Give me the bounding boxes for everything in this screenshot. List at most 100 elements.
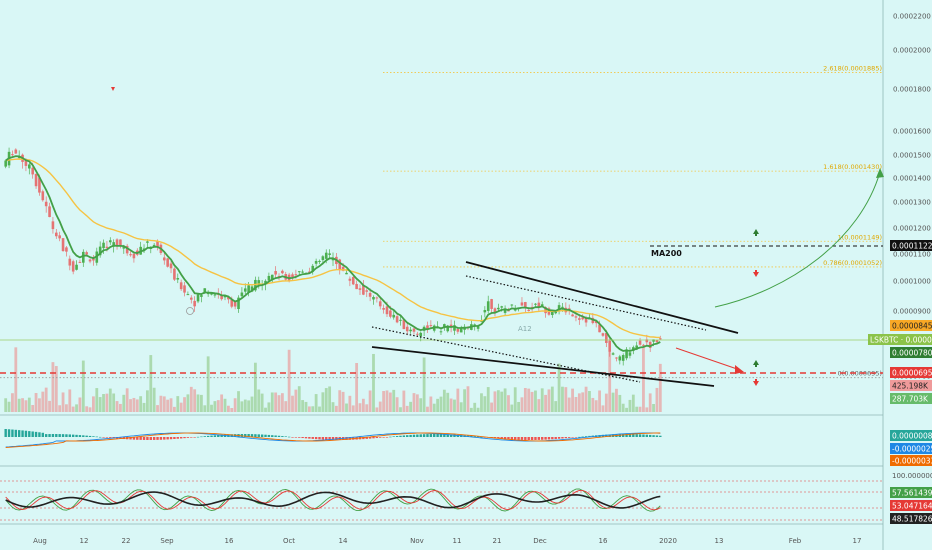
volume-bar	[280, 393, 284, 412]
stochastic-lines	[0, 480, 883, 521]
volume-bar	[392, 389, 396, 412]
volume-bar	[301, 400, 305, 412]
volume-bar	[635, 406, 639, 412]
macd-bar	[28, 431, 31, 437]
candle-body	[291, 274, 294, 278]
candle-body	[473, 324, 477, 326]
volume-bar	[112, 393, 116, 412]
macd-bar	[277, 435, 281, 437]
volume-bar	[469, 407, 473, 412]
candle-body	[655, 339, 659, 343]
volume-bar	[473, 402, 477, 412]
volume-bar	[78, 397, 82, 412]
macd-bar	[152, 437, 156, 440]
volume-bar	[220, 394, 224, 412]
candle-body	[24, 159, 28, 166]
volume-bar	[432, 403, 436, 412]
volume-bar	[85, 406, 89, 412]
price-tag-text: 425.198K	[892, 382, 929, 391]
volume-bar	[520, 397, 524, 412]
time-tick-label: Feb	[789, 537, 802, 545]
macd-tag	[890, 443, 932, 454]
macd-bar	[271, 435, 274, 437]
candle-body	[14, 149, 18, 154]
price-tick-label: 0.0001100	[893, 251, 931, 259]
macd-bar	[331, 437, 335, 440]
candle-body	[618, 356, 622, 361]
candle-body	[348, 278, 352, 281]
ma200-label: MA200	[651, 249, 682, 258]
price-tick-label: 0.0001300	[893, 199, 931, 207]
macd-bar	[392, 436, 395, 437]
candle-body	[625, 349, 628, 359]
candle-body	[227, 296, 230, 300]
volume-bar	[584, 386, 588, 412]
volume-bar	[388, 392, 392, 412]
candle-body	[638, 340, 642, 345]
ma200-value-text: 0.0001122	[892, 242, 932, 251]
projection-down-arrow	[675, 347, 741, 371]
volume-bar	[253, 362, 257, 412]
macd-bar	[402, 435, 406, 437]
macd-bar	[648, 434, 652, 437]
price-tag-text: 287.703K	[892, 395, 929, 404]
stoch-tag-text: 53.0471640	[892, 502, 932, 511]
signal-up-stem	[755, 364, 757, 367]
volume-bar	[459, 402, 463, 412]
volume-bar	[547, 389, 551, 412]
volume-bar	[51, 362, 55, 412]
macd-bar	[183, 437, 186, 439]
candle-body	[156, 241, 159, 247]
price-tick-label: 0.0001000	[893, 278, 931, 286]
volume-bar	[517, 401, 520, 412]
ma-fast-line	[5, 155, 661, 352]
volume-bar	[102, 394, 105, 412]
volume-bar	[523, 387, 527, 412]
macd-bar	[206, 435, 210, 437]
candle-body	[277, 275, 281, 277]
macd-bar	[426, 434, 429, 437]
candle-body	[122, 246, 126, 249]
volume-bar	[294, 389, 298, 412]
candle-body	[328, 253, 331, 255]
volume-bar	[446, 392, 450, 412]
volume-bar	[81, 360, 85, 412]
volume-bar	[196, 394, 200, 412]
macd-bar	[146, 437, 149, 440]
volume-bar	[365, 404, 369, 412]
macd-bar	[382, 437, 385, 438]
time-axis[interactable]: Aug 12 22 Sep 16 Oct 14 Nov 11 21 Dec 16 2020 13 Feb 17	[33, 537, 861, 545]
wedge-lower-line	[371, 346, 715, 387]
volume-bar	[638, 406, 642, 412]
macd-bar	[301, 437, 304, 439]
candle-body	[554, 311, 558, 314]
macd-bar	[203, 436, 206, 437]
volume-bar	[41, 391, 45, 412]
volume-bar	[149, 355, 153, 412]
macd-bar	[638, 434, 642, 437]
candle-body	[429, 325, 433, 327]
stoch-tag	[890, 487, 932, 498]
volume-bar	[412, 393, 416, 412]
volume-bar	[574, 397, 578, 412]
volume-bar	[557, 363, 561, 412]
candle-body	[257, 280, 261, 287]
candle-body	[179, 282, 183, 290]
macd-bar	[335, 437, 338, 440]
candle-body	[659, 338, 662, 340]
candle-body	[176, 277, 180, 280]
projection-arrowhead-down	[735, 365, 744, 374]
volume-bar	[132, 397, 136, 412]
volume-bar	[189, 386, 193, 412]
candle-body	[598, 324, 601, 333]
candle-body	[341, 266, 345, 271]
volume-bar	[4, 398, 8, 412]
macd-bar	[362, 437, 365, 440]
candle-body	[605, 333, 608, 343]
candle-body	[108, 240, 112, 243]
candle-body	[615, 357, 618, 359]
volume-bar	[119, 403, 122, 412]
signal-down-stem	[755, 270, 757, 273]
macd-bar	[14, 429, 18, 437]
